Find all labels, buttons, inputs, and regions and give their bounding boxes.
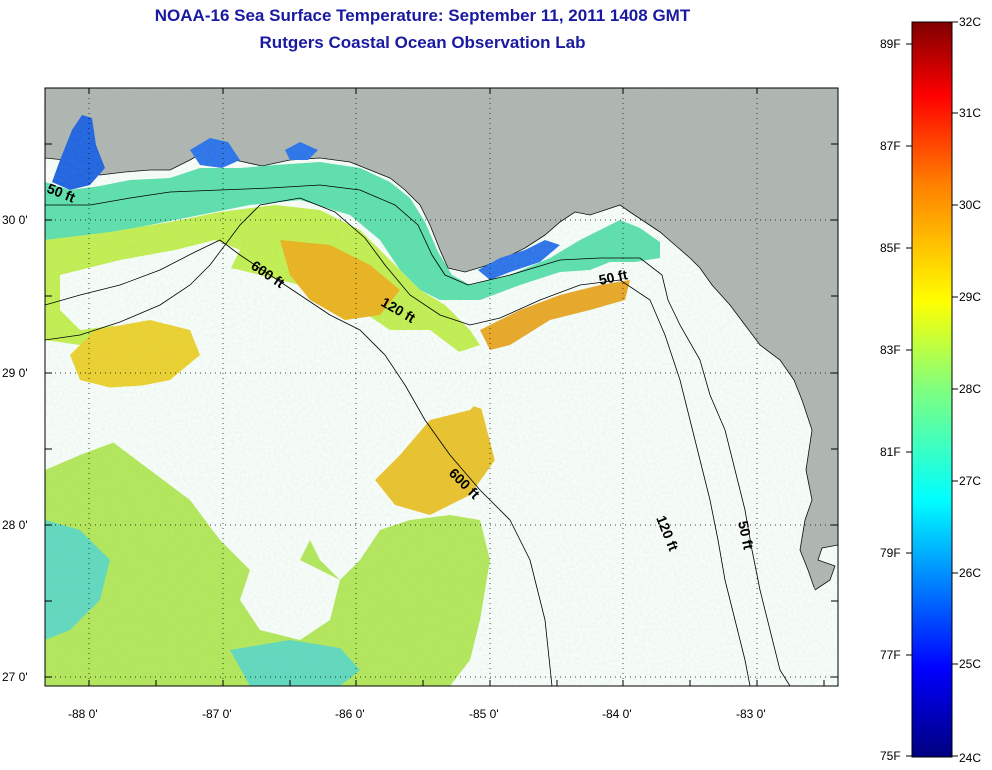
contour-120ft — [45, 197, 751, 686]
cb-label-25c: 25C — [959, 657, 981, 671]
map-title: NOAA-16 Sea Surface Temperature: Septemb… — [154, 6, 691, 25]
contour-600ft — [45, 239, 553, 686]
cb-label-77f: 77F — [880, 648, 901, 662]
contour-label-50ft-ne: 50 ft — [597, 266, 629, 288]
lon-label-83: -83 0' — [736, 707, 766, 721]
lon-label-85: -85 0' — [469, 707, 499, 721]
cb-label-85f: 85F — [880, 241, 901, 255]
cb-label-29c: 29C — [959, 290, 981, 304]
map-subtitle: Rutgers Coastal Ocean Observation Lab — [259, 33, 586, 52]
contour-50ft-west — [45, 184, 791, 686]
map-border — [44, 87, 839, 687]
cb-label-79f: 79F — [880, 546, 901, 560]
lon-label-86: -86 0' — [335, 707, 365, 721]
cb-label-83f: 83F — [880, 343, 901, 357]
colorbar-ticks — [906, 21, 958, 757]
cb-label-31c: 31C — [959, 106, 981, 120]
cb-label-28c: 28C — [959, 382, 981, 396]
cb-label-87f: 87F — [880, 139, 901, 153]
lat-label-30: 30 0' — [2, 213, 28, 227]
cb-label-27c: 27C — [959, 474, 981, 488]
cb-label-81f: 81F — [880, 445, 901, 459]
lat-label-28: 28 0' — [2, 518, 28, 532]
cb-label-75f: 75F — [880, 749, 901, 763]
lon-label-84: -84 0' — [602, 707, 632, 721]
lat-label-29: 29 0' — [2, 366, 28, 380]
cb-label-26c: 26C — [959, 566, 981, 580]
graticule — [45, 88, 838, 686]
colorbar — [911, 21, 953, 758]
lat-label-27: 27 0' — [2, 670, 28, 684]
cb-label-89f: 89F — [880, 37, 901, 51]
cb-label-24c: 24C — [959, 751, 981, 765]
contour-label-50ft-s: 50 ft — [735, 519, 757, 551]
cb-label-32c: 32C — [959, 15, 981, 29]
texture-overlay — [45, 88, 838, 686]
lon-label-87: -87 0' — [202, 707, 232, 721]
cb-label-30c: 30C — [959, 198, 981, 212]
lon-label-88: -88 0' — [68, 707, 98, 721]
tick-marks — [45, 88, 838, 686]
